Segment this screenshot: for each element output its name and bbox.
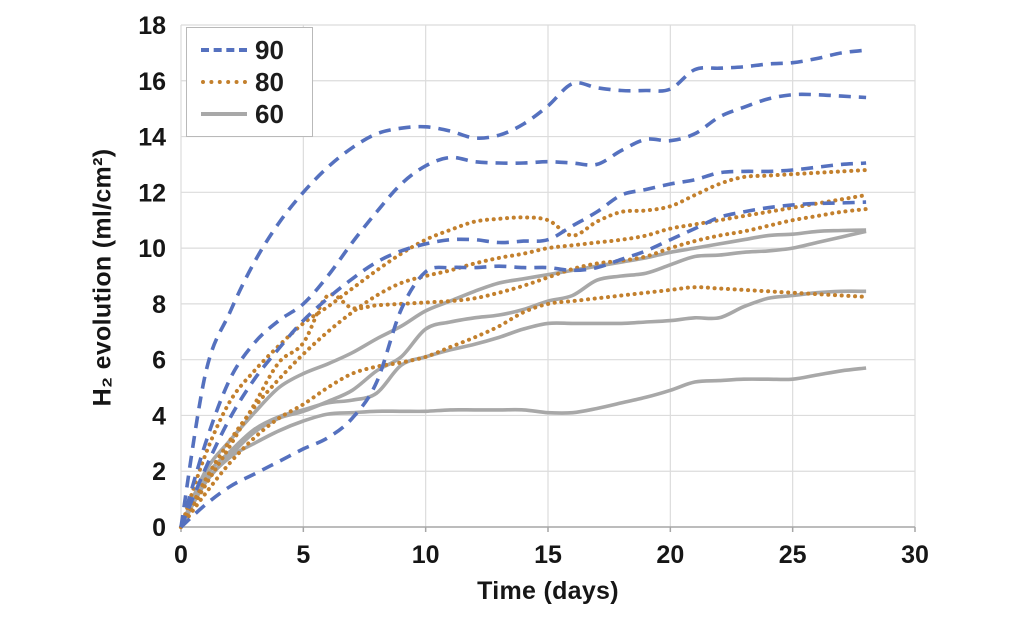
curve-80-4 [179,285,869,529]
legend-swatch-60-solid [201,112,247,116]
y-tick-label: 16 [138,68,166,96]
y-tick-label: 6 [152,347,166,375]
y-tick-label: 2 [152,458,166,486]
x-tick-label: 15 [534,541,562,569]
legend-item-60: 60 [201,99,312,129]
y-tick-label: 8 [152,291,166,319]
legend-label-80: 80 [255,67,284,97]
legend: 90 80 60 [186,27,313,137]
x-tick-label: 0 [174,541,188,569]
y-axis-title: H₂ evolution (ml/cm²) [88,148,117,407]
curve-90-3 [179,161,867,528]
curve-80-2 [179,193,869,529]
curve-80-1 [179,168,869,529]
curve-90-1 [179,48,867,528]
y-tick-label: 0 [152,514,166,542]
curve-80-3 [179,207,869,529]
curve-90-4 [179,200,867,529]
legend-swatch-90-dashed [201,48,247,52]
legend-label-60: 60 [255,99,284,129]
y-tick-label: 18 [138,12,166,40]
curve-90-2 [179,92,867,528]
y-tick-label: 14 [138,124,166,152]
curve-60-3 [179,289,867,528]
legend-item-80: 80 [201,67,312,97]
y-tick-label: 4 [152,402,166,430]
y-tick-label: 12 [138,179,166,207]
x-tick-label: 20 [656,541,684,569]
x-axis-title: Time (days) [477,577,619,605]
legend-item-90: 90 [201,35,312,65]
x-tick-label: 5 [296,541,310,569]
legend-label-90: 90 [255,35,284,65]
curve-60-1 [179,228,867,528]
x-tick-label: 30 [901,541,929,569]
curve-60-4 [179,366,867,528]
y-tick-label: 10 [138,235,166,263]
x-tick-label: 25 [779,541,807,569]
x-tick-label: 10 [412,541,440,569]
legend-swatch-80-dotted [201,80,247,84]
